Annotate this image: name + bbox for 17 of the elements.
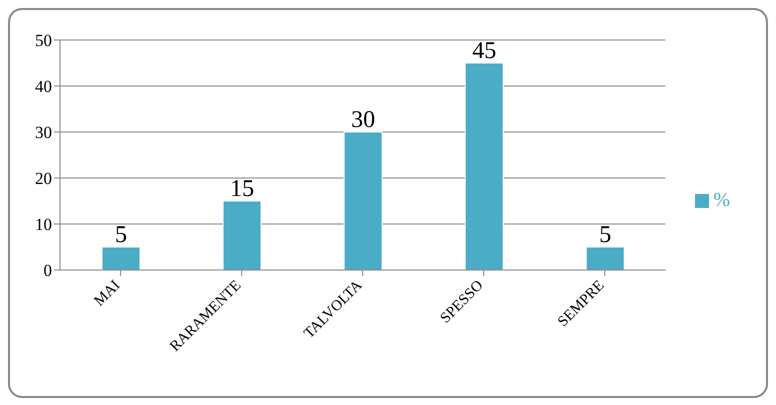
y-tick-label: 30 (35, 123, 52, 142)
data-label: 30 (351, 107, 376, 133)
bar (102, 246, 140, 270)
bar (464, 62, 504, 270)
data-label: 5 (599, 222, 612, 248)
y-tick-label: 10 (35, 215, 52, 234)
y-tick-label: 20 (35, 169, 52, 188)
data-label: 45 (472, 38, 496, 64)
bar (222, 200, 262, 270)
y-tick-label: 0 (44, 261, 52, 280)
y-tick-label: 40 (35, 77, 52, 96)
bar (586, 246, 625, 270)
data-label: 15 (230, 176, 254, 202)
bar (344, 132, 383, 270)
data-label: 5 (115, 222, 127, 248)
legend-label: % (713, 188, 730, 210)
y-tick-label: 50 (35, 31, 52, 50)
